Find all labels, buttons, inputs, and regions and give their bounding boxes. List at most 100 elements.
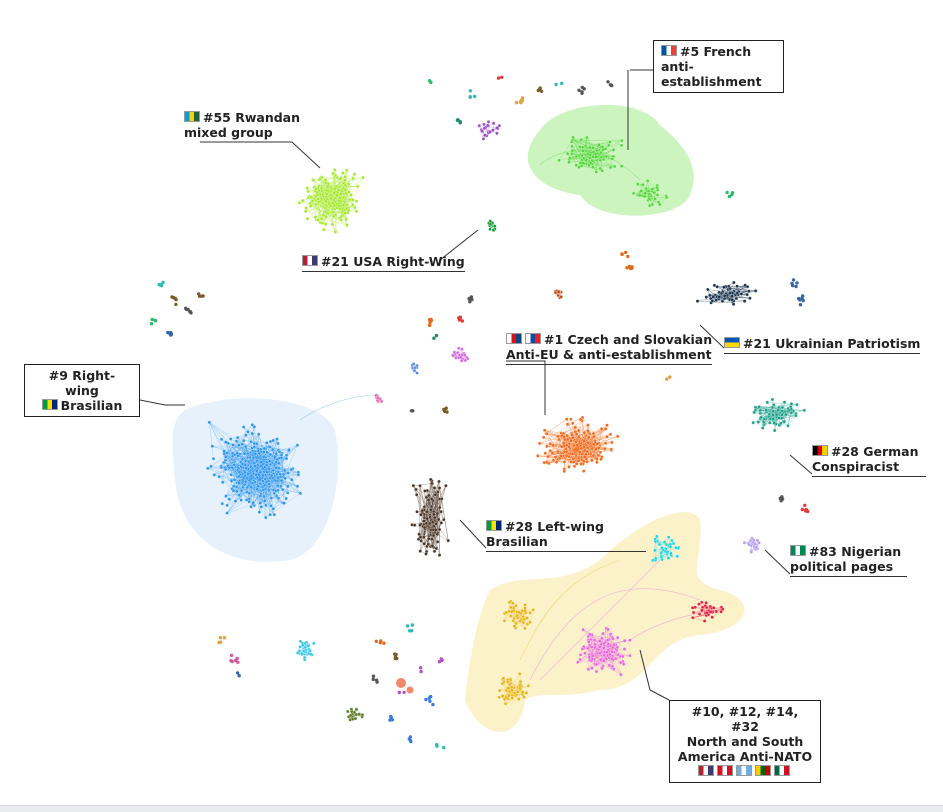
node xyxy=(574,430,577,433)
node xyxy=(600,637,603,640)
node xyxy=(711,616,714,619)
fragment-node xyxy=(497,76,500,79)
fragment-node xyxy=(630,267,633,270)
node xyxy=(579,462,582,465)
node xyxy=(327,182,330,185)
node xyxy=(333,187,336,190)
fragment-node xyxy=(469,297,472,300)
node xyxy=(545,432,548,435)
node xyxy=(571,152,574,155)
node xyxy=(231,452,234,455)
node xyxy=(436,533,439,536)
node xyxy=(226,511,229,514)
node xyxy=(766,401,769,404)
node xyxy=(301,644,304,647)
node xyxy=(221,481,224,484)
node xyxy=(746,293,749,296)
node xyxy=(257,433,260,436)
node xyxy=(585,460,588,463)
node xyxy=(647,190,650,193)
node xyxy=(507,694,510,697)
node xyxy=(780,417,783,420)
node xyxy=(522,696,525,699)
label-text: mixed group xyxy=(184,125,273,140)
node xyxy=(502,677,505,680)
node xyxy=(591,657,594,660)
node xyxy=(302,650,305,653)
node xyxy=(583,440,586,443)
node xyxy=(509,606,512,609)
node xyxy=(376,396,379,399)
label-text: #5 French xyxy=(680,44,751,59)
node xyxy=(604,427,607,430)
node xyxy=(358,713,361,716)
node xyxy=(263,499,266,502)
node xyxy=(768,421,771,424)
node xyxy=(361,713,364,716)
fragment-node xyxy=(411,623,414,626)
node xyxy=(609,166,612,169)
node xyxy=(571,452,574,455)
fragment-node xyxy=(435,743,438,746)
node xyxy=(334,196,337,199)
label-text: #55 Rwandan xyxy=(203,110,300,125)
node xyxy=(437,518,440,521)
fragment-node xyxy=(804,508,807,511)
node xyxy=(426,517,429,520)
fragment-node xyxy=(609,83,612,86)
node xyxy=(270,497,273,500)
node xyxy=(349,714,352,717)
node xyxy=(259,464,262,467)
node xyxy=(273,455,276,458)
node xyxy=(307,190,310,193)
node xyxy=(287,471,290,474)
node xyxy=(566,434,569,437)
node xyxy=(610,658,613,661)
node xyxy=(606,639,609,642)
fragment-node xyxy=(442,746,445,749)
fragment-node xyxy=(801,294,804,297)
node xyxy=(309,649,312,652)
label-text: #10, #12, #14, #32 xyxy=(692,704,799,734)
node xyxy=(246,477,249,480)
node xyxy=(583,652,586,655)
label-text: #1 Czech and Slovakian xyxy=(544,332,712,347)
node xyxy=(309,196,312,199)
node xyxy=(252,501,255,504)
node xyxy=(781,406,784,409)
node xyxy=(309,653,312,656)
node xyxy=(297,471,300,474)
node xyxy=(333,192,336,195)
node xyxy=(546,455,549,458)
node xyxy=(244,445,247,448)
node xyxy=(600,458,603,461)
node xyxy=(242,425,245,428)
node xyxy=(654,557,657,560)
node xyxy=(654,540,657,543)
fragment-node xyxy=(798,298,801,301)
node xyxy=(569,156,572,159)
node xyxy=(588,656,591,659)
node xyxy=(267,467,270,470)
node xyxy=(338,207,341,210)
node xyxy=(563,450,566,453)
node xyxy=(563,438,566,441)
node xyxy=(301,199,304,202)
node xyxy=(529,621,532,624)
node xyxy=(305,206,308,209)
node xyxy=(590,459,593,462)
node xyxy=(246,486,249,489)
node xyxy=(592,443,595,446)
label-text: #21 Ukrainian Patriotism xyxy=(743,336,920,351)
node xyxy=(582,445,585,448)
fragment-node xyxy=(469,95,472,98)
node xyxy=(312,179,315,182)
node xyxy=(598,143,601,146)
node xyxy=(587,668,590,671)
node xyxy=(277,497,280,500)
node xyxy=(549,442,552,445)
node xyxy=(233,463,236,466)
node xyxy=(574,440,577,443)
country-flag-icon xyxy=(698,765,714,776)
